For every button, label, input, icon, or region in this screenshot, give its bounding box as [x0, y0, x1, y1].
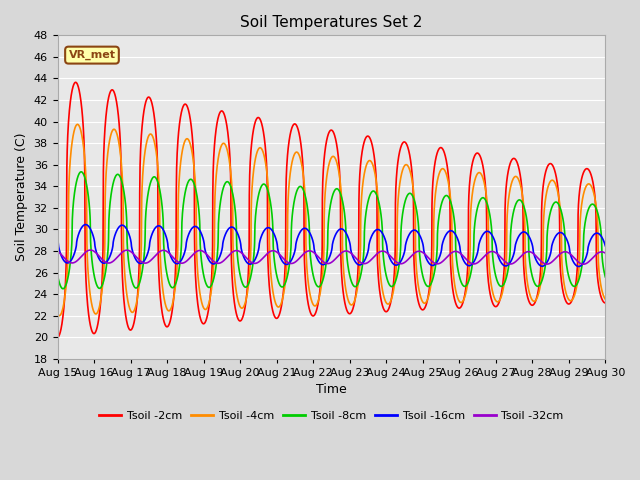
Legend: Tsoil -2cm, Tsoil -4cm, Tsoil -8cm, Tsoil -16cm, Tsoil -32cm: Tsoil -2cm, Tsoil -4cm, Tsoil -8cm, Tsoi…: [95, 407, 568, 425]
Tsoil -8cm: [288, 219, 296, 225]
Tsoil -2cm: [264, 252, 271, 257]
Tsoil -4cm: [602, 296, 609, 302]
X-axis label: Time: Time: [316, 384, 347, 396]
Tsoil -32cm: [602, 250, 609, 256]
Tsoil -32cm: [149, 256, 157, 262]
Tsoil -16cm: [575, 264, 582, 269]
Tsoil -2cm: [116, 137, 124, 143]
Tsoil -4cm: [74, 121, 81, 127]
Tsoil -16cm: [82, 222, 90, 228]
Tsoil -2cm: [72, 79, 79, 85]
Tsoil -4cm: [532, 297, 540, 303]
Line: Tsoil -4cm: Tsoil -4cm: [58, 124, 605, 316]
Tsoil -4cm: [54, 311, 61, 317]
Tsoil -16cm: [602, 243, 609, 249]
Tsoil -4cm: [264, 180, 272, 186]
Line: Tsoil -8cm: Tsoil -8cm: [58, 172, 605, 289]
Tsoil -16cm: [264, 225, 271, 230]
Line: Tsoil -16cm: Tsoil -16cm: [58, 225, 605, 266]
Tsoil -2cm: [532, 298, 540, 304]
Tsoil -8cm: [264, 188, 272, 194]
Tsoil -32cm: [264, 250, 271, 256]
Tsoil -16cm: [149, 229, 157, 235]
Tsoil -32cm: [287, 261, 295, 266]
Tsoil -8cm: [77, 169, 85, 175]
Tsoil -4cm: [149, 134, 157, 140]
Tsoil -32cm: [86, 247, 94, 253]
Tsoil -16cm: [591, 231, 599, 237]
Tsoil -16cm: [54, 236, 61, 241]
Tsoil -16cm: [287, 257, 295, 263]
Tsoil -2cm: [591, 192, 598, 197]
Tsoil -32cm: [580, 261, 588, 267]
Tsoil -8cm: [59, 286, 67, 292]
Tsoil -16cm: [116, 223, 124, 229]
Tsoil -2cm: [602, 300, 609, 306]
Text: VR_met: VR_met: [68, 50, 115, 60]
Tsoil -8cm: [591, 203, 599, 209]
Tsoil -8cm: [149, 175, 157, 180]
Line: Tsoil -32cm: Tsoil -32cm: [58, 250, 605, 264]
Tsoil -8cm: [602, 274, 609, 280]
Title: Soil Temperatures Set 2: Soil Temperatures Set 2: [240, 15, 422, 30]
Y-axis label: Soil Temperature (C): Soil Temperature (C): [15, 133, 28, 262]
Tsoil -4cm: [56, 313, 63, 319]
Tsoil -2cm: [149, 104, 157, 109]
Line: Tsoil -2cm: Tsoil -2cm: [58, 82, 605, 337]
Tsoil -4cm: [116, 151, 124, 156]
Tsoil -4cm: [288, 161, 296, 167]
Tsoil -2cm: [287, 126, 295, 132]
Tsoil -8cm: [532, 282, 540, 288]
Tsoil -32cm: [54, 248, 61, 254]
Tsoil -32cm: [591, 252, 599, 258]
Tsoil -16cm: [532, 256, 540, 262]
Tsoil -2cm: [54, 335, 61, 340]
Tsoil -8cm: [54, 272, 61, 278]
Tsoil -8cm: [116, 174, 124, 180]
Tsoil -4cm: [591, 195, 599, 201]
Tsoil -32cm: [116, 251, 124, 257]
Tsoil -32cm: [532, 253, 540, 259]
